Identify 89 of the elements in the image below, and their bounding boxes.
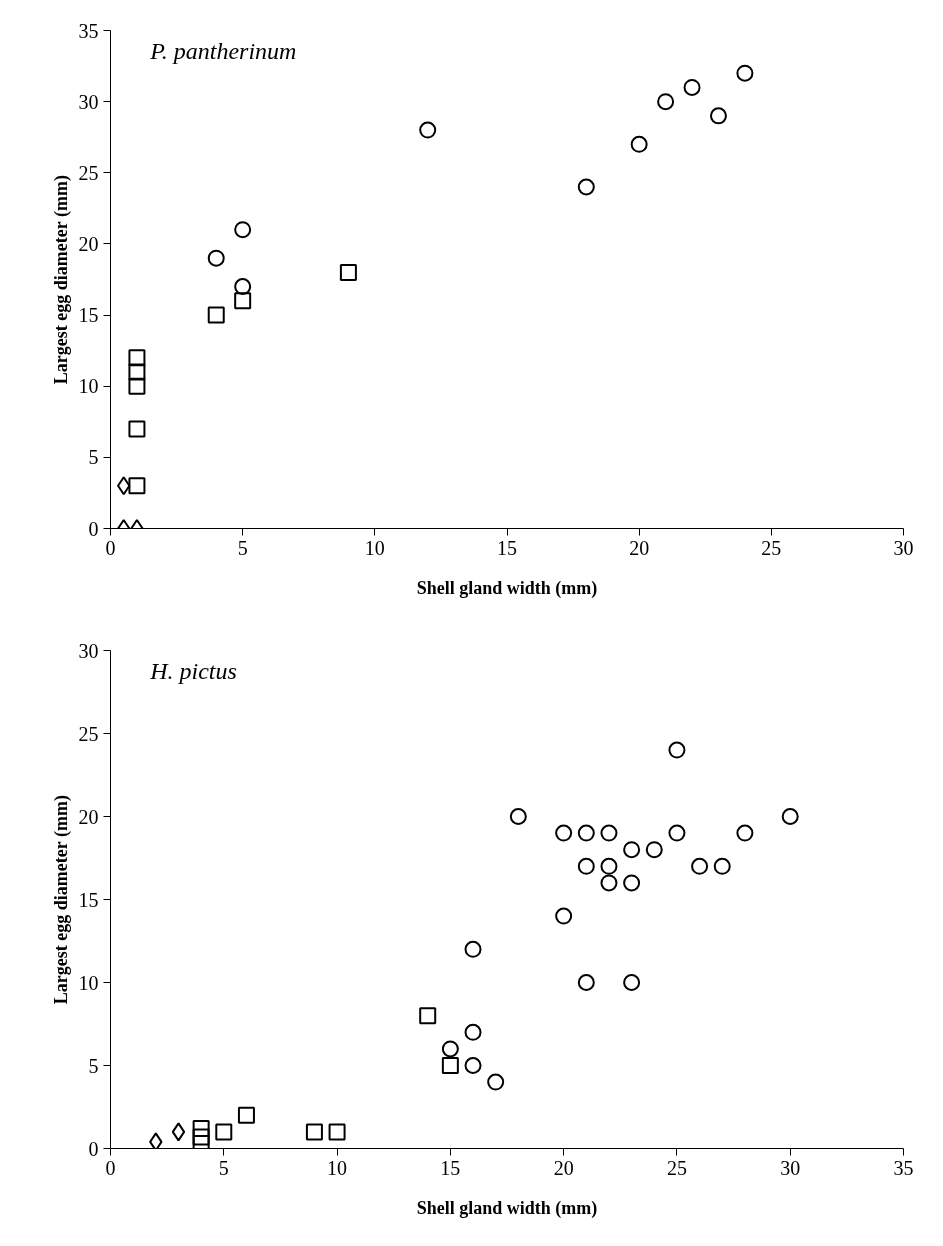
point [630, 135, 648, 153]
point [600, 857, 618, 875]
y-tick-label: 10 [78, 971, 99, 994]
point [623, 841, 641, 859]
x-tick-label: 20 [629, 536, 650, 559]
y-tick-label: 0 [88, 517, 99, 540]
x-tick-label: 25 [761, 536, 782, 559]
point [464, 1057, 482, 1074]
point [339, 263, 357, 281]
y-tick-label: 30 [78, 90, 99, 113]
point [464, 1023, 482, 1041]
y-tick-label: 5 [88, 1054, 99, 1077]
x-tick-label: 15 [440, 1156, 461, 1179]
chart-title: P. pantherinum [149, 37, 297, 64]
x-tick-label: 5 [218, 1156, 229, 1179]
point [419, 121, 437, 139]
point [192, 1128, 210, 1146]
y-tick-label: 5 [88, 446, 99, 469]
chart-title: H. pictus [149, 657, 237, 684]
y-tick-label: 25 [78, 161, 99, 184]
y-tick-label: 15 [78, 304, 99, 327]
point [668, 824, 686, 842]
point [555, 824, 573, 842]
point [215, 1123, 233, 1141]
y-tick-label: 30 [78, 639, 99, 662]
x-axis-title: Shell gland width (mm) [416, 577, 598, 599]
point [657, 93, 675, 111]
x-tick-label: 10 [327, 1156, 348, 1179]
y-axis-title: Largest egg diameter (mm) [50, 795, 72, 1005]
point [149, 1132, 163, 1149]
point [645, 841, 663, 859]
point [713, 857, 731, 875]
point [623, 974, 641, 991]
point [577, 824, 595, 842]
point [234, 292, 252, 310]
point [419, 1007, 437, 1025]
x-tick-label: 5 [237, 536, 248, 559]
point [171, 1122, 186, 1142]
x-tick-label: 30 [893, 536, 914, 559]
point [736, 64, 754, 82]
point [736, 824, 754, 842]
y-tick-label: 20 [78, 805, 99, 828]
point [128, 363, 146, 381]
x-tick-label: 10 [364, 536, 385, 559]
point [328, 1123, 346, 1141]
x-tick-label: 25 [666, 1156, 687, 1179]
point [305, 1123, 323, 1141]
point [509, 808, 527, 825]
point [600, 874, 618, 892]
y-tick-label: 35 [78, 19, 99, 42]
x-tick-label: 15 [497, 536, 517, 559]
point [128, 477, 146, 495]
point [709, 107, 727, 125]
point [487, 1073, 505, 1091]
point [623, 874, 641, 892]
y-tick-label: 10 [78, 375, 99, 398]
x-tick-label: 30 [780, 1156, 801, 1179]
point [577, 857, 595, 875]
x-tick-label: 0 [105, 536, 116, 559]
point [577, 178, 595, 196]
point [207, 306, 225, 324]
x-tick-label: 20 [553, 1156, 574, 1179]
point [237, 1106, 255, 1124]
point [234, 278, 252, 296]
point [192, 1120, 210, 1138]
y-tick-label: 0 [88, 1137, 99, 1160]
point [234, 221, 252, 239]
x-tick-label: 0 [105, 1156, 116, 1179]
y-tick-label: 15 [78, 888, 99, 911]
point [441, 1057, 459, 1074]
point [207, 249, 225, 267]
point [555, 907, 573, 925]
x-axis-title: Shell gland width (mm) [416, 1197, 598, 1219]
point [441, 1040, 459, 1058]
x-tick-label: 35 [893, 1156, 914, 1179]
point [577, 974, 595, 991]
y-tick-label: 25 [78, 722, 99, 745]
point [128, 349, 146, 367]
point [128, 420, 146, 438]
point [600, 824, 618, 842]
point [117, 476, 131, 496]
y-axis-title: Largest egg diameter (mm) [50, 175, 72, 385]
point [128, 377, 146, 395]
y-tick-label: 20 [78, 232, 99, 255]
point [683, 78, 701, 96]
point [781, 808, 799, 825]
point [464, 940, 482, 958]
point [691, 857, 709, 875]
point [668, 741, 686, 759]
